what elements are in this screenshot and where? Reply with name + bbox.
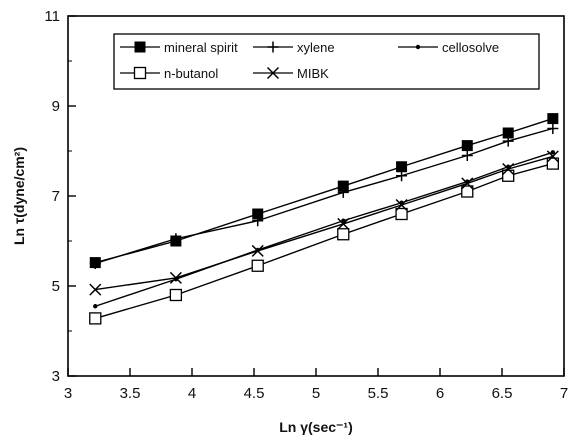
- y-tick-label: 5: [52, 278, 60, 295]
- x-tick-label: 5.5: [368, 385, 389, 402]
- series-line: [95, 117, 554, 264]
- legend-label: MIBK: [297, 66, 329, 81]
- data-point: [461, 150, 473, 161]
- data-point: [461, 185, 474, 198]
- x-tick-label: 3.5: [120, 385, 141, 402]
- series-line: [95, 155, 554, 291]
- data-point: [461, 140, 473, 152]
- data-point: [502, 135, 514, 147]
- axis-ticks: 3 3.5 4 4.5 5 5.5 6 6.5 7 3 5 7 9 11: [44, 8, 568, 402]
- legend-marker: [134, 41, 146, 53]
- x-tick-label: 4.5: [244, 385, 265, 402]
- legend-item: cellosolve: [398, 40, 499, 55]
- series-n-butanol: [89, 157, 559, 325]
- series-mineral-spirit: [89, 113, 559, 269]
- legend-item: MIBK: [253, 66, 329, 81]
- series-mibk: [89, 150, 559, 296]
- legend-label: xylene: [297, 40, 335, 55]
- data-point: [396, 170, 408, 182]
- data-point: [461, 177, 474, 190]
- series-line: [95, 127, 554, 265]
- legend-marker: [415, 44, 421, 50]
- legend-box: [113, 33, 540, 90]
- data-point: [395, 207, 408, 221]
- y-tick-label: 11: [44, 8, 60, 25]
- data-point: [251, 244, 264, 257]
- data-point: [337, 180, 349, 192]
- data-point: [252, 215, 264, 227]
- series-line: [95, 162, 554, 320]
- x-tick-label: 5: [312, 385, 320, 402]
- data-point: [546, 157, 559, 170]
- y-tick-label: 3: [52, 368, 60, 385]
- legend-marker: [133, 66, 147, 80]
- legend-label: n-butanol: [164, 66, 218, 81]
- data-point: [252, 208, 264, 220]
- data-point: [337, 217, 350, 230]
- x-tick-label: 6: [436, 385, 444, 402]
- x-tick-label: 7: [560, 385, 568, 402]
- data-point: [395, 198, 408, 212]
- x-axis-label: Ln γ(sec⁻¹): [279, 419, 353, 435]
- data-point: [89, 312, 102, 325]
- legend-label: mineral spirit: [164, 40, 238, 55]
- data-point: [546, 150, 559, 163]
- data-point: [170, 233, 182, 245]
- data-point: [89, 258, 101, 269]
- x-tick-label: 4: [188, 385, 196, 402]
- data-point: [89, 283, 102, 296]
- series-layer: [89, 113, 559, 325]
- data-point: [93, 304, 98, 309]
- legend: mineral spirit xylene cellosolve n-butanol M…: [113, 33, 540, 90]
- legend-marker: [267, 41, 279, 53]
- data-point: [396, 161, 408, 173]
- data-point: [169, 271, 182, 284]
- y-axis-label: Ln τ(dyne/cm²): [11, 147, 27, 245]
- data-point: [502, 162, 515, 176]
- legend-label: cellosolve: [442, 40, 499, 55]
- data-point: [547, 123, 559, 134]
- data-point: [169, 288, 183, 302]
- x-tick-label: 6.5: [492, 385, 513, 402]
- data-point: [547, 113, 559, 125]
- y-tick-label: 7: [52, 188, 60, 205]
- legend-marker: [266, 66, 280, 80]
- x-tick-label: 3: [64, 385, 72, 402]
- data-point: [550, 150, 556, 155]
- data-point: [337, 186, 349, 198]
- data-point: [337, 228, 350, 241]
- legend-item: n-butanol: [120, 66, 218, 81]
- series-xylene: [89, 123, 559, 269]
- series-line: [95, 151, 554, 307]
- data-point: [502, 169, 515, 182]
- legend-item: xylene: [253, 40, 335, 55]
- data-point: [502, 127, 514, 139]
- data-point: [251, 259, 264, 272]
- y-tick-label: 9: [52, 98, 60, 115]
- legend-item: mineral spirit: [120, 40, 238, 55]
